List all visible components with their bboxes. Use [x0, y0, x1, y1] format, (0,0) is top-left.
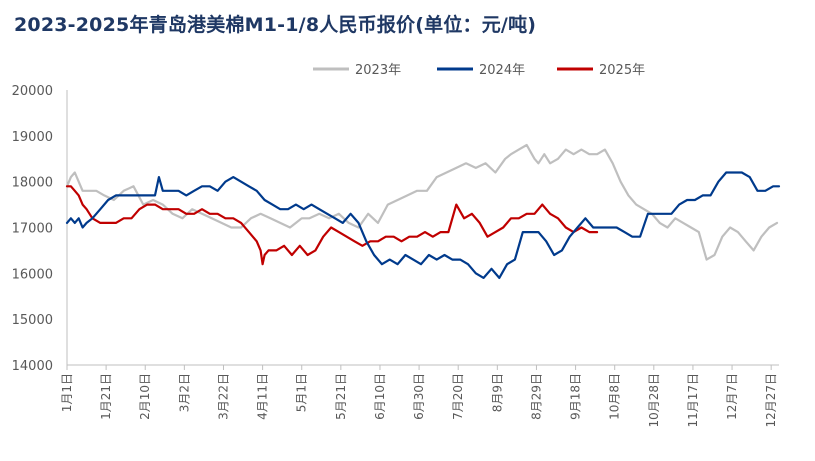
y-tick-label: 16000 [12, 267, 53, 282]
y-tick-label: 20000 [12, 84, 53, 99]
x-tick-label: 5月21日 [334, 373, 348, 420]
series-line-2024年 [65, 171, 781, 279]
x-tick-label: 5月1日 [295, 373, 309, 412]
x-tick-label: 2月10日 [138, 373, 152, 420]
y-tick-label: 18000 [12, 176, 53, 191]
x-tick-label: 8月9日 [490, 373, 504, 412]
legend-label: 2024年 [479, 63, 525, 78]
y-tick-label: 15000 [12, 313, 53, 328]
x-tick-label: 11月17日 [686, 373, 700, 428]
y-axis: 14000 15000 16000 17000 18000 19000 20000 [12, 84, 68, 374]
x-tick-label: 1月1日 [60, 373, 74, 412]
x-tick-label: 10月8日 [608, 373, 622, 420]
legend-label: 2025年 [599, 63, 645, 78]
x-tick-label: 12月7日 [725, 373, 739, 420]
y-tick-label: 19000 [12, 130, 53, 145]
x-tick-label: 6月10日 [373, 373, 387, 420]
series-line-2023年 [65, 143, 779, 261]
x-tick-label: 3月2日 [177, 373, 191, 412]
x-axis: 1月1日 1月21日 2月10日 3月2日 3月22日 4月11日 5月1日 5月21日 6月1… [60, 364, 779, 428]
series-group [65, 143, 781, 279]
x-tick-label: 7月20日 [451, 373, 465, 420]
x-tick-label: 9月18日 [569, 373, 583, 420]
y-tick-label: 14000 [12, 359, 53, 374]
y-tick-label: 17000 [12, 222, 53, 237]
x-tick-label: 4月11日 [256, 373, 270, 420]
legend: 2023年 2024年 2025年 [313, 63, 645, 78]
x-tick-label: 8月29日 [529, 373, 543, 420]
x-tick-label: 6月30日 [412, 373, 426, 420]
x-tick-label: 10月28日 [647, 373, 661, 428]
x-tick-label: 12月27日 [764, 373, 778, 428]
series-line-2025年 [65, 185, 599, 266]
x-tick-label: 1月21日 [99, 373, 113, 420]
chart-title: 2023-2025年青岛港美棉M1-1/8人民币报价(单位：元/吨) [14, 14, 537, 36]
legend-label: 2023年 [355, 63, 401, 78]
x-tick-label: 3月22日 [216, 373, 230, 420]
